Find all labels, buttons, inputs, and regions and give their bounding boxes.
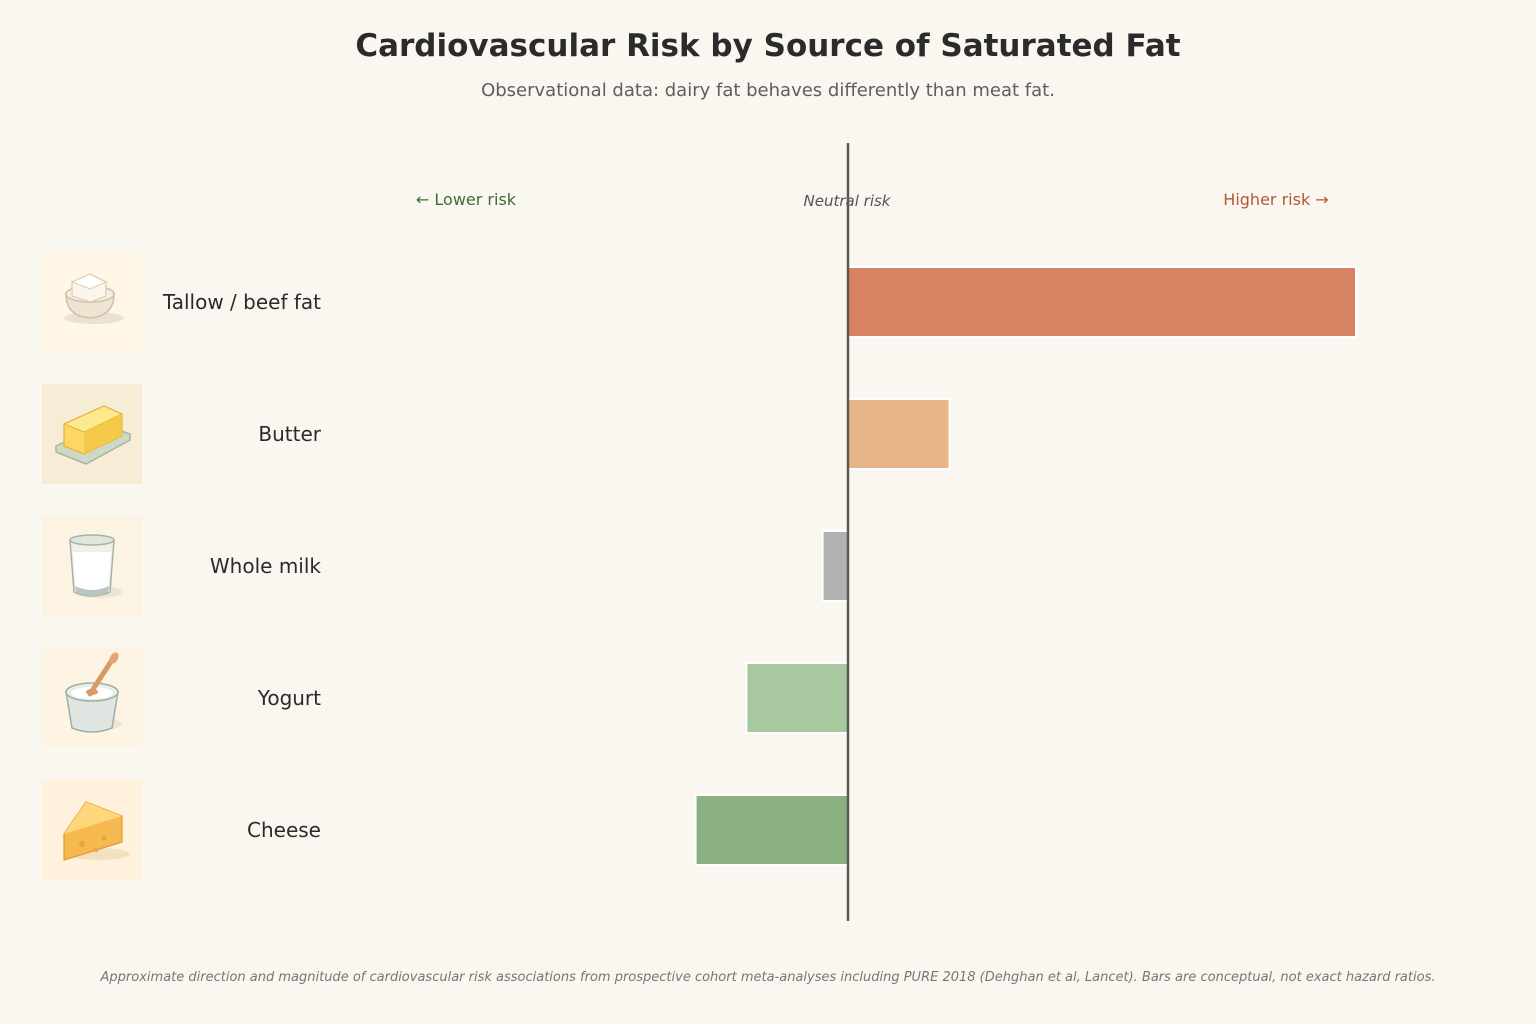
- category-label: Yogurt: [257, 686, 321, 710]
- bar: [847, 266, 1357, 338]
- higher-risk-annotation: Higher risk →: [1223, 190, 1328, 209]
- row-whole-milk: Whole milk: [42, 516, 849, 616]
- lower-risk-annotation: ← Lower risk: [416, 190, 517, 209]
- category-label: Cheese: [247, 818, 321, 842]
- row-tallow-beef-fat: Tallow / beef fat: [42, 252, 1357, 352]
- bar: [821, 530, 849, 602]
- category-label: Whole milk: [210, 554, 322, 578]
- row-yogurt: Yogurt: [42, 648, 850, 748]
- chart-title: Cardiovascular Risk by Source of Saturat…: [355, 28, 1181, 64]
- footnote: Approximate direction and magnitude of c…: [100, 970, 1436, 985]
- row-butter: Butter: [42, 384, 951, 484]
- category-label: Butter: [258, 422, 321, 446]
- chart-subtitle: Observational data: dairy fat behaves di…: [481, 80, 1055, 101]
- bar-rows: Tallow / beef fat Butter Whole milk Yogurt C…: [42, 252, 1357, 880]
- bar: [694, 794, 849, 866]
- category-label: Tallow / beef fat: [162, 290, 321, 314]
- bar: [847, 398, 951, 470]
- bar: [745, 662, 850, 734]
- row-cheese: Cheese: [42, 780, 849, 880]
